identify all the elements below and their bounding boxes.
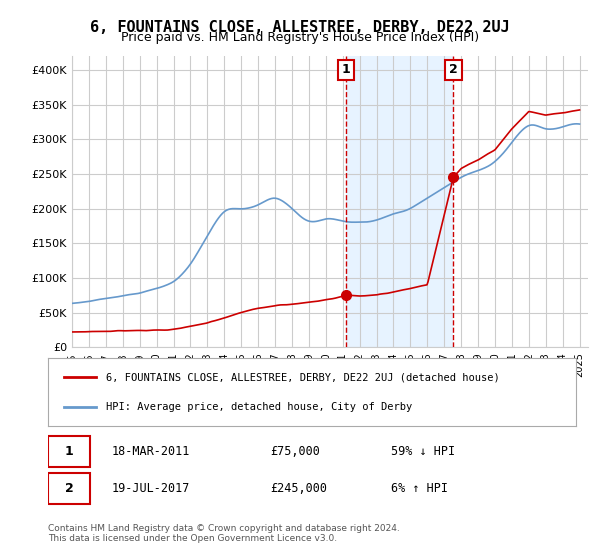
FancyBboxPatch shape <box>48 473 90 504</box>
Text: 2: 2 <box>65 482 73 495</box>
Text: 1: 1 <box>65 445 73 458</box>
Text: HPI: Average price, detached house, City of Derby: HPI: Average price, detached house, City… <box>106 402 412 412</box>
Text: 6, FOUNTAINS CLOSE, ALLESTREE, DERBY, DE22 2UJ: 6, FOUNTAINS CLOSE, ALLESTREE, DERBY, DE… <box>90 20 510 35</box>
Text: 59% ↓ HPI: 59% ↓ HPI <box>391 445 455 458</box>
Text: £75,000: £75,000 <box>270 445 320 458</box>
Text: Contains HM Land Registry data © Crown copyright and database right 2024.
This d: Contains HM Land Registry data © Crown c… <box>48 524 400 543</box>
Text: 6, FOUNTAINS CLOSE, ALLESTREE, DERBY, DE22 2UJ (detached house): 6, FOUNTAINS CLOSE, ALLESTREE, DERBY, DE… <box>106 372 500 382</box>
Text: 18-MAR-2011: 18-MAR-2011 <box>112 445 190 458</box>
Text: 19-JUL-2017: 19-JUL-2017 <box>112 482 190 495</box>
FancyBboxPatch shape <box>48 436 90 467</box>
Text: 6% ↑ HPI: 6% ↑ HPI <box>391 482 448 495</box>
Text: Price paid vs. HM Land Registry's House Price Index (HPI): Price paid vs. HM Land Registry's House … <box>121 31 479 44</box>
Text: 1: 1 <box>342 63 350 76</box>
Text: 2: 2 <box>449 63 458 76</box>
Bar <box>346 56 454 347</box>
Text: £245,000: £245,000 <box>270 482 327 495</box>
